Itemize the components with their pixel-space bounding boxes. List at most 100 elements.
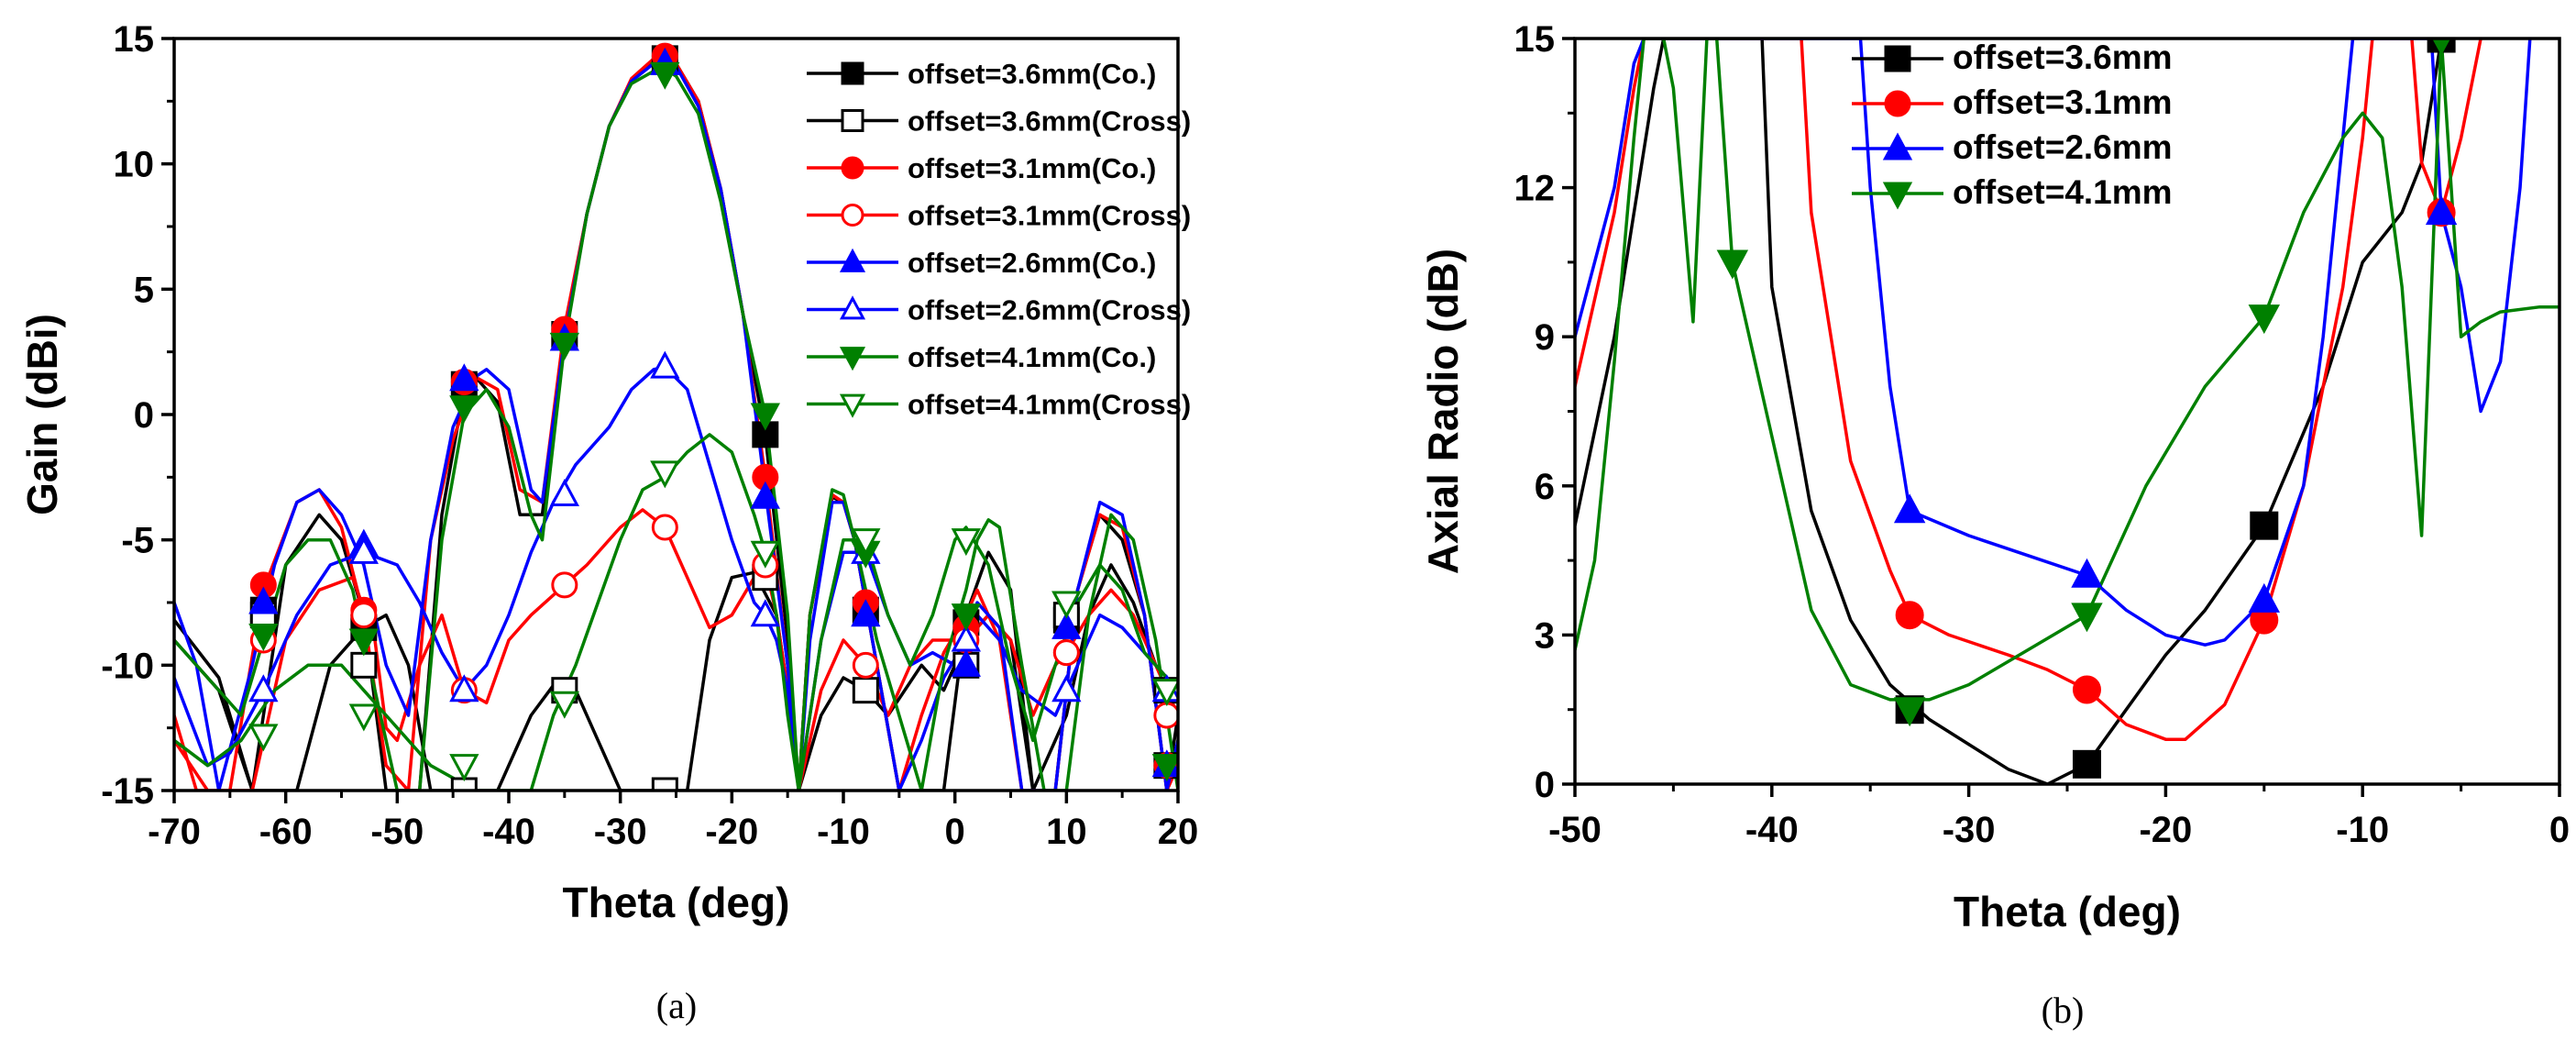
series-7-marker — [549, 332, 579, 360]
series-6-marker — [650, 350, 680, 379]
series-7-marker — [348, 628, 379, 657]
x-tick-label: -60 — [259, 812, 313, 852]
x-tick-label: -10 — [817, 812, 870, 852]
series-5-marker — [851, 599, 881, 627]
series-4-marker — [1153, 702, 1178, 729]
series-8-marker — [348, 703, 379, 732]
series-6-marker — [449, 674, 479, 703]
series-3-marker — [2248, 582, 2281, 613]
series-7-marker — [449, 395, 479, 424]
y-tick-label: 0 — [134, 395, 154, 436]
legend-marker — [1884, 45, 1911, 72]
y-tick-label: 5 — [134, 270, 154, 310]
series-7-marker — [951, 603, 981, 632]
x-tick-label: -20 — [2139, 810, 2192, 850]
y-tick-label: 10 — [114, 145, 155, 185]
series-line-2 — [1575, 39, 2482, 741]
legend-label: offset=2.6mm(Cross) — [908, 294, 1191, 326]
legend-label: offset=4.1mm — [1953, 173, 2173, 211]
series-2-marker — [651, 777, 678, 791]
x-tick-label: 20 — [1158, 812, 1199, 852]
legend-label: offset=3.1mm(Co.) — [908, 152, 1156, 184]
x-axis-title: Theta (deg) — [1954, 888, 2181, 935]
legend-label: offset=4.1mm(Cross) — [908, 389, 1191, 421]
y-tick-label: 6 — [1535, 467, 1555, 507]
x-tick-label: 0 — [2549, 810, 2570, 850]
chart-a-gain: -70 -60 -50 -40 -30 -20 -10 0 10 20-15-10-5051015… — [18, 19, 1198, 1026]
legend-marker — [1884, 90, 1911, 117]
x-tick-label: -10 — [2336, 810, 2389, 850]
series-1-marker — [2250, 511, 2279, 540]
legend-marker — [839, 347, 866, 371]
plot-area — [1575, 39, 2559, 784]
series-5-marker — [750, 481, 780, 509]
series-2-marker — [852, 677, 879, 704]
series-7-marker — [650, 61, 680, 90]
y-tick-label: -10 — [101, 646, 154, 686]
y-tick-label: 12 — [1514, 169, 1556, 209]
x-tick-label: -40 — [1745, 810, 1799, 850]
legend-marker — [841, 156, 864, 180]
series-8-marker — [750, 540, 780, 569]
x-tick-label: -50 — [1548, 810, 1602, 850]
x-tick-label: 0 — [945, 812, 965, 852]
series-6-marker — [248, 674, 279, 703]
legend-label: offset=2.6mm — [1953, 128, 2173, 166]
series-4-marker — [350, 602, 378, 629]
series-8-marker — [1151, 679, 1178, 707]
y-axis-title: Axial Radio (dB) — [1419, 249, 1467, 574]
series-6-marker — [951, 624, 981, 652]
series-8-marker — [549, 691, 579, 719]
series-8-marker — [1051, 591, 1082, 619]
legend-marker — [839, 295, 866, 320]
legend-label: offset=3.6mm — [1953, 39, 2173, 76]
y-tick-label: 15 — [1514, 19, 1556, 60]
legend-marker — [841, 109, 864, 132]
x-tick-label: -40 — [482, 812, 535, 852]
series-3-marker — [1893, 493, 1926, 524]
series-8-marker — [851, 528, 881, 557]
series-4-marker — [1893, 697, 1926, 727]
series-4-marker — [852, 651, 879, 679]
legend-label: offset=4.1mm(Co.) — [908, 341, 1156, 373]
legend-marker — [839, 248, 866, 272]
series-6-marker — [750, 599, 780, 627]
series-2-marker — [1895, 601, 1924, 630]
x-tick-label: -50 — [370, 812, 424, 852]
series-8-marker — [650, 460, 680, 489]
series-7-marker — [1151, 754, 1178, 782]
series-4-marker — [1052, 639, 1080, 667]
figure-caption: (a) — [656, 985, 697, 1026]
chart-b-axial-ratio: -50 -40 -30 -20 -10 0 0 3 6 9 12 15 Theta (deg) Axial… — [1419, 19, 2570, 1031]
y-axis-title: Gain (dBi) — [18, 314, 66, 515]
series-8-marker — [951, 528, 981, 557]
series-2-marker — [2072, 675, 2101, 704]
series-4-marker — [551, 571, 578, 599]
y-tick-label: -15 — [101, 771, 154, 812]
series-6-marker — [549, 479, 579, 507]
y-tick-label: 3 — [1535, 615, 1555, 656]
series-3-marker — [2425, 195, 2458, 226]
series-5-marker — [449, 363, 479, 392]
x-axis-title: Theta (deg) — [563, 879, 790, 926]
legend-label: offset=3.6mm(Cross) — [908, 105, 1191, 138]
x-tick-label: -70 — [148, 812, 201, 852]
series-1-marker — [2072, 749, 2101, 779]
series-line-5 — [174, 59, 1178, 791]
series-line-2 — [174, 563, 1178, 791]
series-6-marker — [1051, 674, 1082, 703]
series-line-6 — [174, 365, 1178, 791]
x-tick-label: -30 — [594, 812, 647, 852]
series-line-3 — [1575, 39, 2532, 647]
series-4-marker — [651, 514, 678, 541]
legend: offset=3.6mm offset=3.1mm offset=2.6mm offs… — [1852, 39, 2173, 211]
x-tick-label: 10 — [1046, 812, 1087, 852]
series-7-marker — [750, 403, 780, 431]
legend-label: offset=2.6mm(Co.) — [908, 247, 1156, 279]
series-5-marker — [248, 586, 279, 614]
legend-label: offset=3.1mm — [1953, 83, 2173, 121]
y-tick-label: 15 — [114, 19, 155, 60]
legend: offset=3.6mm(Co.) offset=3.6mm(Cross) offs… — [807, 58, 1191, 421]
series-6-marker — [348, 536, 379, 564]
